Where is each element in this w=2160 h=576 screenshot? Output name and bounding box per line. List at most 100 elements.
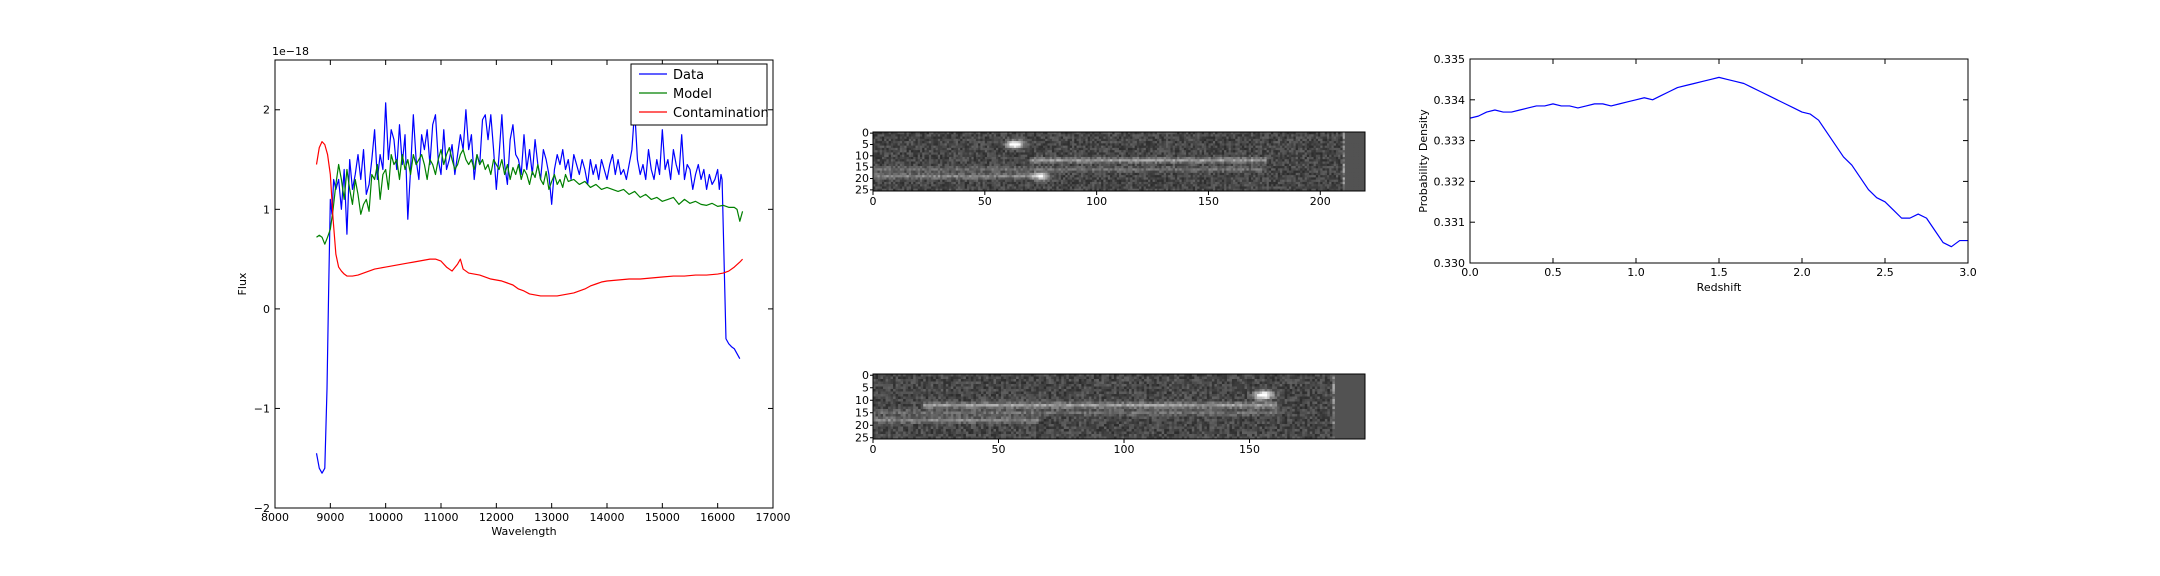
- pixel: [1201, 166, 1205, 169]
- pixel: [1221, 136, 1225, 140]
- pixel: [1148, 145, 1151, 149]
- pixel: [1244, 179, 1247, 183]
- pixel: [1335, 132, 1339, 135]
- pixel: [1007, 136, 1010, 140]
- pixel: [913, 136, 916, 140]
- pixel: [955, 141, 959, 144]
- pixel: [1253, 154, 1256, 158]
- flux-offset-text: 1e−18: [272, 45, 309, 58]
- pixel: [1174, 163, 1178, 167]
- pixel: [993, 147, 997, 151]
- pixel: [1157, 159, 1160, 162]
- pixel: [1342, 166, 1346, 169]
- pixel: [1297, 132, 1301, 135]
- pixel: [1063, 154, 1066, 158]
- pixel: [1114, 145, 1118, 149]
- pixel: [875, 161, 878, 165]
- pixel: [1329, 159, 1332, 162]
- pixel: [873, 145, 876, 149]
- pixel: [942, 152, 945, 156]
- pixel: [1116, 154, 1120, 158]
- pixel: [1025, 163, 1028, 167]
- pixel: [1000, 156, 1004, 160]
- pixel: [1233, 143, 1236, 147]
- pixel: [1143, 161, 1147, 165]
- pixel: [942, 154, 945, 158]
- pixel: [1340, 168, 1344, 171]
- pixel: [1038, 145, 1042, 149]
- pixel: [1291, 175, 1294, 178]
- pixel: [1275, 177, 1279, 181]
- pixel: [1315, 138, 1319, 142]
- pixel: [1016, 172, 1019, 176]
- pixel: [1311, 154, 1314, 158]
- pixel: [1027, 154, 1030, 158]
- pixel: [1362, 177, 1366, 181]
- pixel: [1215, 154, 1218, 158]
- pixel: [1143, 172, 1147, 176]
- pixel: [964, 147, 968, 151]
- pixel: [1221, 143, 1225, 147]
- pixel: [886, 175, 890, 178]
- pixel: [1139, 166, 1142, 169]
- pixel: [1264, 141, 1267, 144]
- pixel: [1094, 154, 1098, 158]
- pixel: [1362, 168, 1366, 171]
- pixel: [1255, 170, 1259, 174]
- pixel: [993, 161, 997, 165]
- pixel: [1217, 136, 1221, 140]
- pixel: [973, 147, 977, 151]
- pixel: [1159, 163, 1162, 167]
- pixel: [1242, 147, 1245, 151]
- pixel: [1242, 170, 1245, 174]
- pixel: [1360, 152, 1364, 156]
- pixel: [1277, 152, 1281, 156]
- pixel: [911, 147, 914, 151]
- pixel: [1304, 138, 1308, 142]
- pixel: [1190, 138, 1194, 142]
- pixel: [1264, 145, 1267, 149]
- pixel: [951, 179, 954, 183]
- pixel: [899, 181, 903, 185]
- pixel: [933, 152, 937, 156]
- pixel: [1080, 161, 1084, 165]
- pixel: [969, 168, 972, 171]
- pixel: [960, 168, 963, 171]
- pixel: [931, 141, 934, 144]
- pixel: [1163, 152, 1167, 156]
- pixel: [1168, 175, 1171, 178]
- pixel: [1326, 143, 1330, 147]
- pixel: [1094, 175, 1098, 178]
- pixel: [1295, 138, 1299, 142]
- pixel: [1036, 161, 1039, 165]
- pixel: [1195, 159, 1198, 162]
- pixel: [1139, 168, 1142, 171]
- pixel: [906, 161, 910, 165]
- pixel: [1351, 152, 1355, 156]
- pixel: [1302, 156, 1306, 160]
- pixel: [987, 159, 990, 162]
- pixel: [877, 179, 881, 183]
- pixel: [1116, 152, 1120, 156]
- pixel: [1083, 154, 1086, 158]
- pixel: [1349, 150, 1352, 153]
- pixel: [890, 161, 894, 165]
- pixel: [1025, 172, 1028, 176]
- pixel: [1145, 141, 1149, 144]
- pixel: [913, 134, 916, 137]
- pixel: [902, 170, 905, 174]
- pixel: [1098, 145, 1102, 149]
- pixel: [1022, 159, 1026, 162]
- pixel: [973, 170, 977, 174]
- pixel: [1022, 156, 1026, 160]
- pixel: [1168, 136, 1171, 140]
- pixel: [1201, 161, 1205, 165]
- pixel: [1329, 138, 1332, 142]
- pixel: [1170, 145, 1174, 149]
- pixel: [919, 161, 923, 165]
- pixel: [1197, 152, 1200, 156]
- pixel: [1221, 145, 1225, 149]
- pixel: [1362, 145, 1366, 149]
- pixel: [1036, 181, 1039, 185]
- pixel: [922, 147, 925, 151]
